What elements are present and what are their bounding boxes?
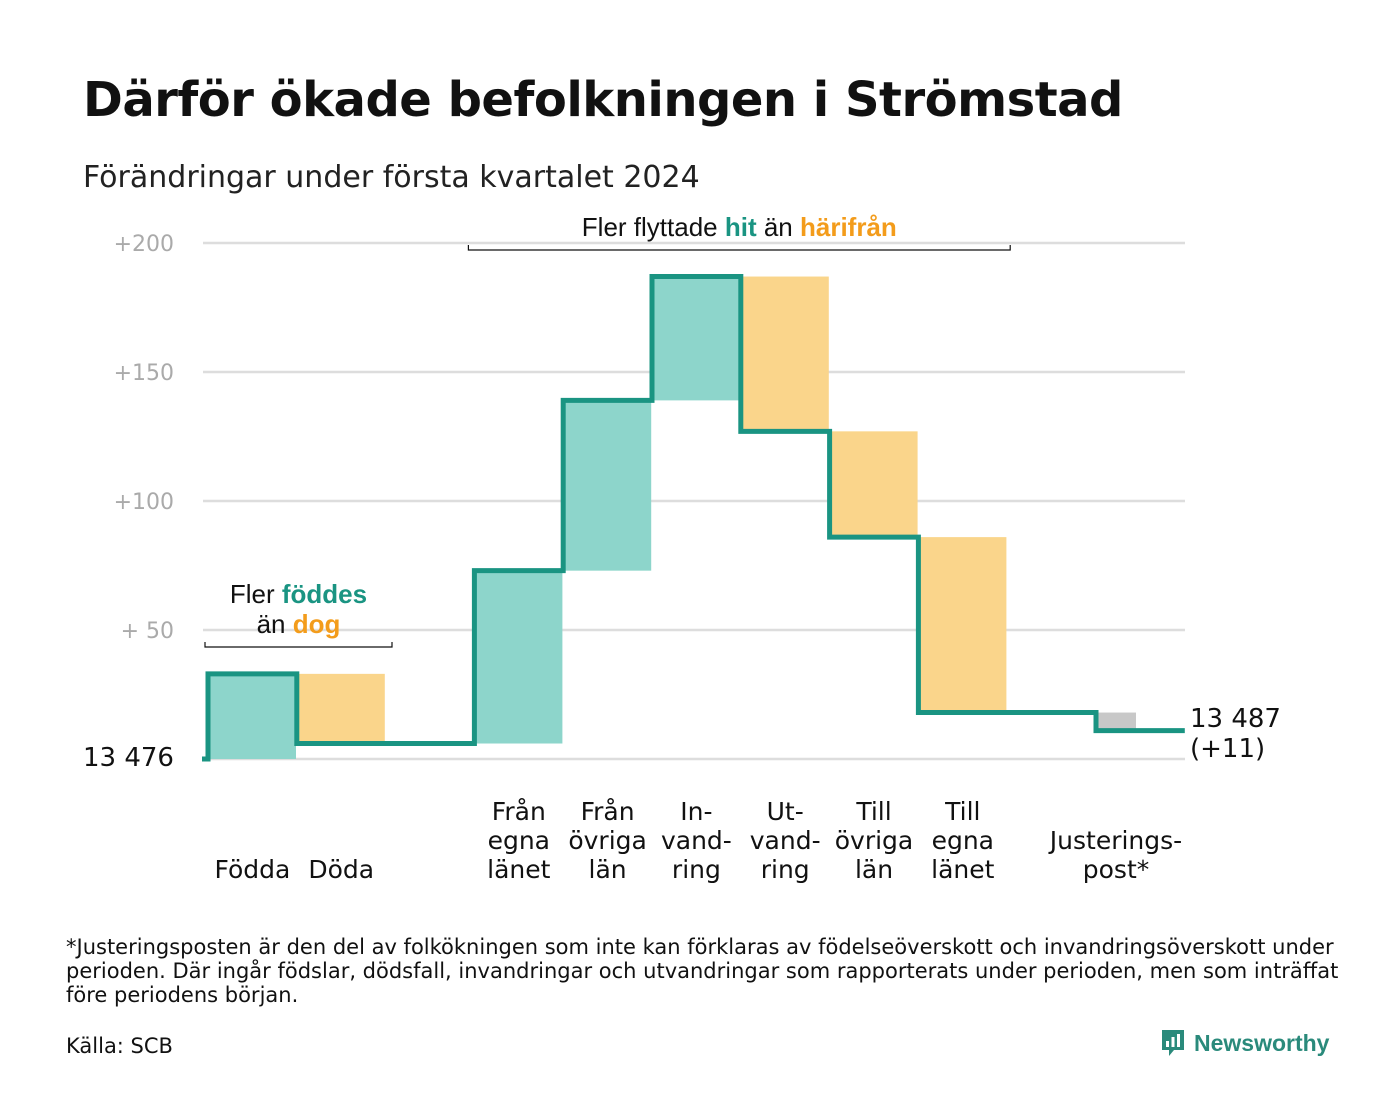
- source-label: Källa: SCB: [66, 1034, 173, 1058]
- x-category-label: län: [589, 855, 627, 884]
- x-category-label: län: [855, 855, 893, 884]
- y-tick-label: +150: [114, 361, 174, 386]
- y-tick-label: +200: [114, 232, 174, 257]
- brand-name: Newsworthy: [1194, 1029, 1330, 1056]
- x-category-label: vand-: [661, 826, 732, 855]
- x-category-label: Döda: [308, 855, 374, 884]
- annotation-text: Fler föddes: [230, 579, 367, 609]
- x-category-label: post*: [1083, 855, 1150, 884]
- y-tick-label: + 50: [121, 619, 174, 644]
- bar-Till egna länet: [918, 537, 1007, 713]
- x-category-label: länet: [487, 855, 550, 884]
- annotation-segment: hit: [725, 212, 757, 242]
- annotation-segment: än: [757, 212, 800, 242]
- bar-Födda: [208, 673, 296, 759]
- footnote: *Justeringsposten är den del av folkökni…: [66, 935, 1339, 1007]
- annotation-segment: Fler flyttade: [582, 212, 725, 242]
- end-value-label: (+11): [1190, 734, 1265, 764]
- x-category-label: Födda: [214, 855, 290, 884]
- annotation-segment: dog: [293, 609, 341, 639]
- x-category-label: In-: [680, 797, 712, 826]
- annotation-bracket: [467, 245, 1011, 251]
- x-category-label: Från: [581, 797, 635, 826]
- annotation-segment: än: [257, 609, 293, 639]
- chart-subtitle: Förändringar under första kvartalet 2024: [83, 160, 700, 195]
- brand-logo[interactable]: Newsworthy: [1160, 1028, 1329, 1058]
- end-value-label: 13 487: [1190, 704, 1281, 734]
- x-category-label: egna: [488, 826, 550, 855]
- x-category-label: vand-: [750, 826, 821, 855]
- x-category-label: ring: [672, 855, 721, 884]
- annotation-bracket: [204, 642, 393, 648]
- annotation-segment: härifrån: [800, 212, 897, 242]
- x-category-label: ring: [761, 855, 810, 884]
- bar-Döda: [296, 673, 385, 744]
- x-category-label: länet: [931, 855, 994, 884]
- bar-Ut- vand- ring: [740, 276, 829, 432]
- annotation-text: än dog: [257, 609, 341, 639]
- bar-In- vand- ring: [652, 276, 740, 401]
- x-category-label: övriga: [835, 826, 914, 855]
- bar-Till övriga län: [829, 431, 918, 538]
- x-category-label: övriga: [568, 826, 647, 855]
- x-category-label: egna: [932, 826, 994, 855]
- x-category-label: Till: [944, 797, 980, 826]
- y-tick-label: +100: [114, 490, 174, 515]
- bar-Justerings- post*: [1098, 712, 1136, 731]
- annotation-segment: föddes: [282, 579, 367, 609]
- cumulative-step-line: [202, 274, 1185, 762]
- x-category-label: Ut-: [767, 797, 804, 826]
- bar-Från egna länet: [474, 570, 563, 744]
- annotation-text: Fler flyttade hit än härifrån: [582, 212, 897, 242]
- annotation-segment: Fler: [230, 579, 282, 609]
- x-category-label: Till: [855, 797, 891, 826]
- bar-Från övriga län: [563, 400, 652, 571]
- start-value-label: 13 476: [83, 743, 174, 773]
- x-category-label: Justerings-: [1048, 826, 1182, 855]
- newsworthy-logo-icon: [1162, 1030, 1184, 1056]
- x-category-label: Från: [492, 797, 546, 826]
- chart-title: Därför ökade befolkningen i Strömstad: [83, 72, 1123, 128]
